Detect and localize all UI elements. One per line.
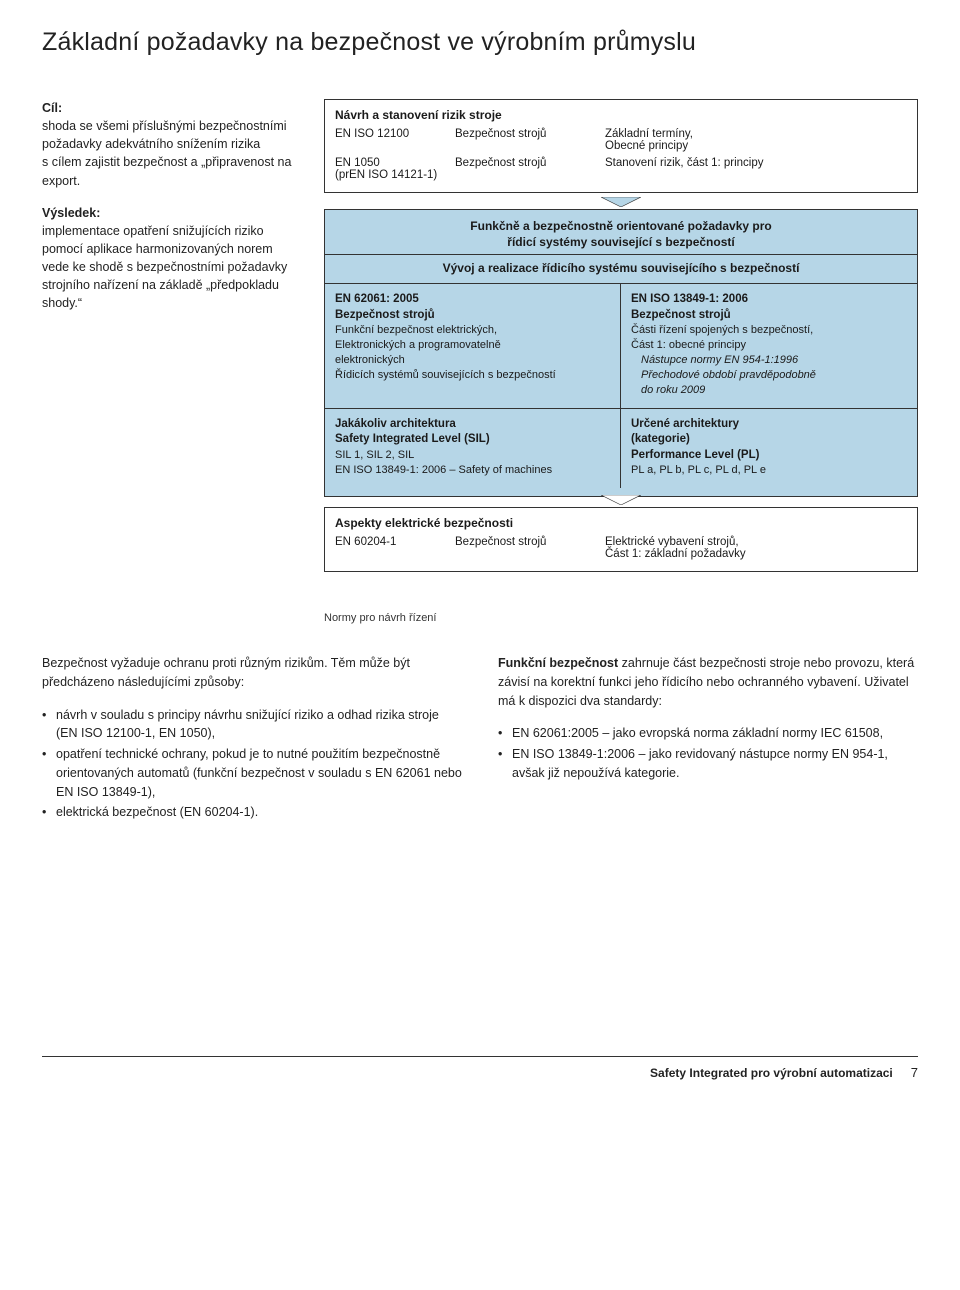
result-text: implementace opatření snižujících riziko…: [42, 224, 287, 311]
pl-l1: PL a, PL b, PL c, PL d, PL e: [631, 463, 907, 478]
chevron-down-icon: [601, 495, 641, 505]
en62061-code: EN 62061: 2005: [335, 292, 610, 308]
iso13849-l2: Část 1: obecné principy: [631, 338, 907, 353]
diagram-caption: Normy pro návrh řízení: [324, 612, 918, 624]
sil-l1: SIL 1, SIL 2, SIL: [335, 448, 610, 463]
cell-en-iso-13849: EN ISO 13849-1: 2006 Bezpečnost strojů Č…: [621, 284, 917, 407]
blue-row-standards: EN 62061: 2005 Bezpečnost strojů Funkční…: [325, 283, 917, 407]
pl-t3: Performance Level (PL): [631, 448, 907, 464]
lower-section: Bezpečnost vyžaduje ochranu proti různým…: [42, 654, 918, 836]
pl-t1: Určené architektury: [631, 417, 907, 433]
lower-right: Funkční bezpečnost zahrnuje část bezpečn…: [498, 654, 918, 836]
lower-left-p1: Bezpečnost vyžaduje ochranu proti různým…: [42, 654, 462, 692]
en62061-l1: Funkční bezpečnost elektrických,: [335, 323, 610, 338]
en62061-l4: Řídicích systémů souvisejících s bezpečn…: [335, 368, 610, 383]
box1-r2-desc: Stanovení rizik, část 1: principy: [605, 157, 907, 181]
lower-right-p1: Funkční bezpečnost zahrnuje část bezpečn…: [498, 654, 918, 710]
arrow-1: [324, 197, 918, 207]
en62061-l3: elektronických: [335, 353, 610, 368]
box1-r2-mid: Bezpečnost strojů: [455, 157, 605, 181]
cell-en62061: EN 62061: 2005 Bezpečnost strojů Funkční…: [325, 284, 621, 407]
ll-b1: návrh v souladu s principy návrhu snižuj…: [42, 706, 462, 744]
ll-b2: opatření technické ochrany, pokud je to …: [42, 745, 462, 801]
diagram-column: Návrh a stanovení rizik stroje EN ISO 12…: [324, 99, 918, 578]
box3-r1-mid: Bezpečnost strojů: [455, 536, 605, 560]
box1-row2: EN 1050(prEN ISO 14121-1) Bezpečnost str…: [325, 155, 917, 184]
iso13849-l4: Přechodové období pravděpodobně: [631, 368, 907, 383]
page-number: 7: [911, 1065, 918, 1080]
blue-header: Funkčně a bezpečnostně orientované požad…: [325, 210, 917, 254]
box3-r1-desc: Elektrické vybavení strojů,Část 1: zákla…: [605, 536, 907, 560]
en62061-title: Bezpečnost strojů: [335, 308, 610, 324]
iso13849-title: Bezpečnost strojů: [631, 308, 907, 324]
chevron-down-icon: [601, 197, 641, 207]
lower-left: Bezpečnost vyžaduje ochranu proti různým…: [42, 654, 462, 836]
sil-t1: Jakákoliv architektura: [335, 417, 610, 433]
iso13849-code: EN ISO 13849-1: 2006: [631, 292, 907, 308]
cell-sil: Jakákoliv architektura Safety Integrated…: [325, 409, 621, 488]
upper-section: Cíl:shoda se všemi příslušnými bezpečnos…: [42, 99, 918, 578]
cell-pl: Určené architektury (kategorie) Performa…: [621, 409, 917, 488]
sil-l2: EN ISO 13849-1: 2006 – Safety of machine…: [335, 463, 610, 478]
pl-t2: (kategorie): [631, 432, 907, 448]
box1-r1-mid: Bezpečnost strojů: [455, 128, 605, 152]
ll-b3: elektrická bezpečnost (EN 60204-1).: [42, 803, 462, 822]
arrow-2: [324, 495, 918, 505]
iso13849-l1: Části řízení spojených s bezpečností,: [631, 323, 907, 338]
lower-left-list: návrh v souladu s principy návrhu snižuj…: [42, 706, 462, 823]
result-paragraph: Výsledek:implementace opatření snižující…: [42, 204, 300, 313]
en62061-l2: Elektronických a programovatelně: [335, 338, 610, 353]
sil-t2: Safety Integrated Level (SIL): [335, 432, 610, 448]
goal-text: shoda se všemi příslušnými bezpečnostním…: [42, 119, 291, 187]
box-electrical-safety: Aspekty elektrické bezpečnosti EN 60204-…: [324, 507, 918, 572]
box1-r2-std: EN 1050(prEN ISO 14121-1): [335, 157, 455, 181]
blue-subheader: Vývoj a realizace řídicího systému souvi…: [325, 255, 917, 283]
box1-title: Návrh a stanovení rizik stroje: [325, 100, 917, 126]
goal-paragraph: Cíl:shoda se všemi příslušnými bezpečnos…: [42, 99, 300, 190]
box1-row1: EN ISO 12100 Bezpečnost strojů Základní …: [325, 126, 917, 155]
page: Základní požadavky na bezpečnost ve výro…: [0, 0, 960, 1100]
page-footer: Safety Integrated pro výrobní automatiza…: [42, 1056, 918, 1080]
lower-right-list: EN 62061:2005 – jako evropská norma zákl…: [498, 724, 918, 782]
iso13849-l3: Nástupce normy EN 954-1:1996: [631, 353, 907, 368]
lower-left-p1a: Bezpečnost vyžaduje ochranu proti různým…: [42, 656, 331, 670]
lr-b1: EN 62061:2005 – jako evropská norma zákl…: [498, 724, 918, 743]
box3-row1: EN 60204-1 Bezpečnost strojů Elektrické …: [325, 534, 917, 563]
footer-text: Safety Integrated pro výrobní automatiza…: [650, 1066, 893, 1080]
blue-row-architectures: Jakákoliv architektura Safety Integrated…: [325, 408, 917, 488]
box1-r1-desc: Základní termíny,Obecné principy: [605, 128, 907, 152]
iso13849-l5: do roku 2009: [631, 383, 907, 398]
page-title: Základní požadavky na bezpečnost ve výro…: [42, 28, 918, 57]
box3-title: Aspekty elektrické bezpečnosti: [325, 508, 917, 534]
box-design-risks: Návrh a stanovení rizik stroje EN ISO 12…: [324, 99, 918, 193]
box1-r1-std: EN ISO 12100: [335, 128, 455, 152]
box-functional-safety: Funkčně a bezpečnostně orientované požad…: [324, 209, 918, 497]
lower-right-p1a: Funkční bezpečnost: [498, 656, 622, 670]
intro-column: Cíl:shoda se všemi příslušnými bezpečnos…: [42, 99, 300, 578]
box3-r1-std: EN 60204-1: [335, 536, 455, 560]
lr-b2: EN ISO 13849-1:2006 – jako revidovaný ná…: [498, 745, 918, 783]
